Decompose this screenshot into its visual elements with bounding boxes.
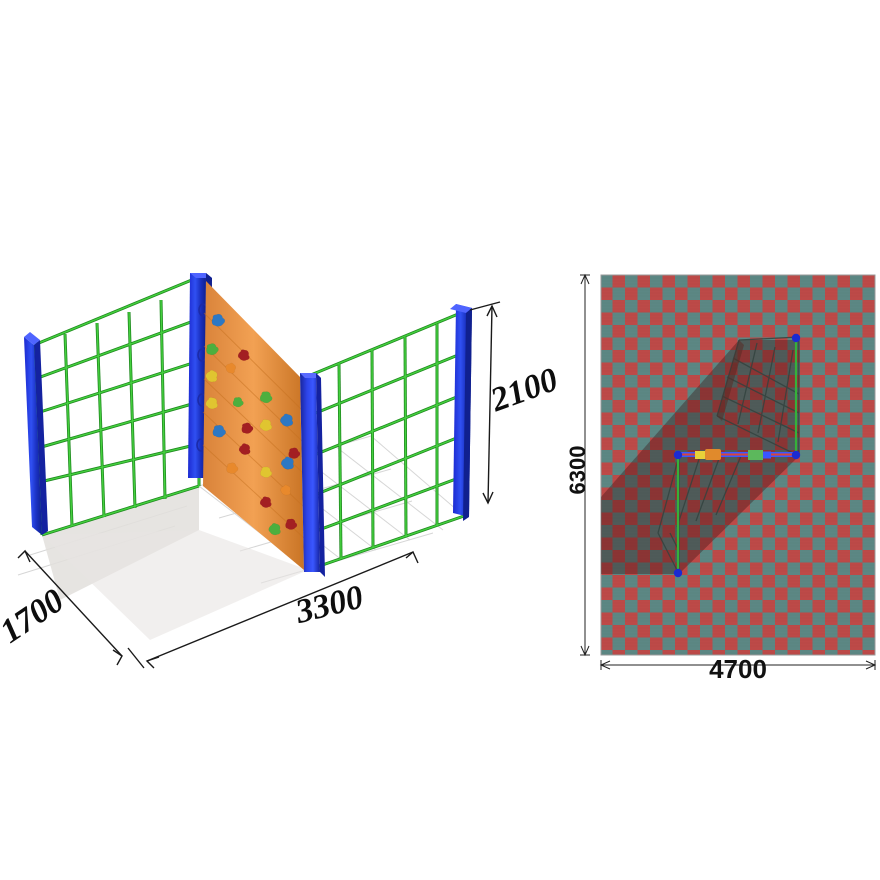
svg-text:6300: 6300 bbox=[565, 446, 590, 495]
svg-text:3300: 3300 bbox=[291, 579, 367, 632]
svg-text:2100: 2100 bbox=[485, 361, 562, 419]
svg-text:4700: 4700 bbox=[709, 654, 767, 684]
